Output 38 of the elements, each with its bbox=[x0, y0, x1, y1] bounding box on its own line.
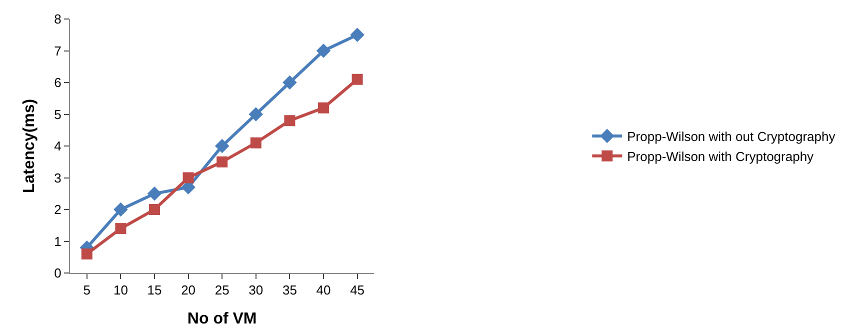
x-axis-title: No of VM bbox=[187, 310, 257, 328]
point bbox=[114, 202, 128, 217]
x-tick-label: 20 bbox=[181, 282, 196, 298]
y-tick-label: 1 bbox=[54, 234, 62, 249]
y-tick-label: 7 bbox=[54, 43, 62, 58]
y-tick-label: 4 bbox=[54, 138, 62, 154]
x-tick-label: 30 bbox=[248, 282, 264, 298]
y-tick-label: 8 bbox=[54, 12, 62, 27]
point bbox=[318, 102, 329, 114]
x-tick-label: 15 bbox=[147, 282, 162, 298]
y-axis-title: Latency(ms) bbox=[21, 98, 38, 194]
y-tick-label: 2 bbox=[54, 202, 62, 218]
point bbox=[350, 28, 364, 42]
x-tick-label: 10 bbox=[113, 282, 128, 298]
point bbox=[282, 75, 297, 90]
point bbox=[147, 186, 162, 201]
x-tick-label: 35 bbox=[282, 282, 297, 298]
point bbox=[182, 172, 194, 184]
x-tick-label: 25 bbox=[214, 282, 230, 298]
x-tick-label: 45 bbox=[350, 282, 365, 298]
point bbox=[352, 74, 363, 85]
point bbox=[250, 137, 262, 148]
point bbox=[284, 115, 296, 126]
y-tick-label: 5 bbox=[54, 106, 62, 122]
point bbox=[248, 107, 264, 122]
point bbox=[216, 156, 228, 168]
x-tick-label: 5 bbox=[83, 282, 91, 298]
legend-label: Propp-Wilson with Cryptography bbox=[627, 148, 814, 164]
point bbox=[149, 204, 160, 215]
y-tick-label: 0 bbox=[54, 266, 62, 281]
point bbox=[316, 44, 331, 58]
y-tick-label: 6 bbox=[54, 75, 62, 90]
point bbox=[115, 223, 126, 234]
y-tick-label: 3 bbox=[54, 170, 62, 186]
point bbox=[214, 138, 230, 154]
point bbox=[81, 248, 92, 260]
x-tick-label: 40 bbox=[316, 282, 331, 298]
legend-label: Propp-Wilson with out Cryptography bbox=[627, 129, 836, 144]
